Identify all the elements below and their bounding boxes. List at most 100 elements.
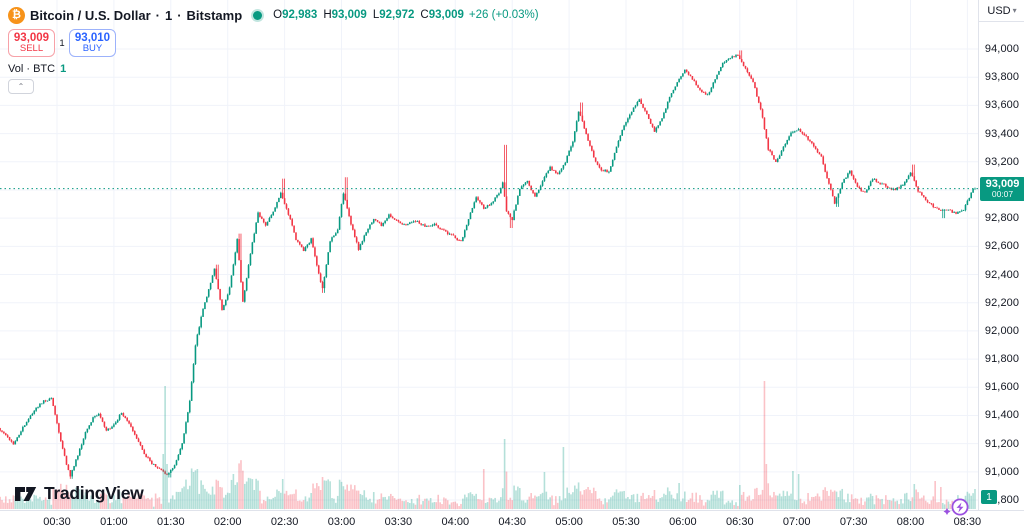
volume-bar: [788, 495, 790, 509]
candle-body: [22, 426, 24, 432]
candle-body: [716, 74, 718, 80]
candle-body: [786, 140, 789, 144]
volume-bar: [651, 495, 654, 509]
candle-body: [670, 93, 673, 98]
candle-body: [843, 178, 845, 183]
interval-label[interactable]: 1: [164, 7, 173, 23]
volume-bar: [405, 500, 407, 509]
volume-bar: [173, 499, 176, 509]
volume-bar: [904, 493, 906, 509]
chart-plot-area[interactable]: [0, 0, 978, 510]
candle-body: [202, 308, 204, 317]
candle-body: [718, 71, 720, 75]
volume-bar: [602, 504, 605, 509]
volume-bar: [666, 487, 669, 509]
candle-body: [471, 207, 474, 213]
candle-body: [50, 397, 53, 399]
currency-selector[interactable]: USD ▾: [979, 0, 1024, 22]
candle-body: [215, 268, 218, 280]
candle-body: [397, 219, 400, 222]
volume-bar: [807, 493, 809, 509]
candle-body: [657, 125, 660, 128]
volume-bar: [498, 500, 500, 509]
candle-body: [826, 171, 828, 179]
candle-body: [266, 221, 269, 226]
volume-bar: [61, 489, 64, 509]
candle-body: [655, 127, 658, 132]
sell-button[interactable]: 93,009 SELL: [8, 29, 55, 57]
candle-body: [602, 170, 605, 172]
candle-body: [592, 150, 595, 158]
quick-trade-lightning-icon[interactable]: [941, 497, 971, 519]
candle-body: [885, 183, 887, 187]
candle-body: [919, 191, 921, 193]
candle-body: [168, 472, 170, 475]
spread-value: 1: [59, 37, 65, 49]
volume-bar: [712, 490, 715, 509]
candle-body: [268, 217, 271, 222]
volume-bar: [50, 504, 53, 509]
candle-body: [583, 121, 586, 129]
candle-body: [795, 130, 798, 132]
candle-body: [335, 233, 337, 236]
volume-bar: [860, 497, 862, 509]
candle-body: [911, 172, 914, 177]
volume-bar: [403, 501, 405, 509]
time-axis-label: 00:30: [43, 516, 71, 528]
volume-bar: [207, 493, 210, 509]
volume-bar: [572, 492, 574, 509]
candle-body: [737, 55, 739, 56]
candle-body: [649, 118, 652, 124]
candle-body: [824, 164, 826, 172]
candle-body: [720, 67, 722, 72]
volume-bar: [164, 386, 166, 509]
candle-body: [194, 345, 197, 365]
time-axis[interactable]: 00:30 01:00 01:30 02:00 02:30 03:00 03:30 04:00…: [0, 510, 1024, 532]
collapse-legend-button[interactable]: ⌃: [8, 79, 34, 94]
candle-body: [357, 242, 360, 250]
candle-body: [888, 187, 891, 189]
volume-bar: [644, 499, 646, 509]
volume-bar: [752, 499, 754, 509]
volume-bar: [196, 469, 199, 509]
time-axis-label: 06:30: [726, 516, 754, 528]
time-axis-label: 07:30: [839, 516, 868, 528]
volume-bar: [99, 493, 102, 509]
volume-bar: [746, 496, 749, 509]
volume-bar: [234, 484, 237, 509]
candle-body: [473, 202, 476, 208]
candle-body: [524, 182, 527, 185]
volume-bar: [462, 498, 464, 509]
volume-bar: [156, 498, 159, 509]
volume-bar: [355, 490, 358, 509]
buy-button[interactable]: 93,010 BUY: [69, 29, 116, 57]
candle-body: [353, 229, 356, 238]
volume-bar: [714, 494, 716, 509]
candle-body: [492, 201, 495, 204]
volume-bar: [346, 484, 348, 509]
volume-bar: [898, 504, 900, 509]
candle-body: [225, 299, 227, 306]
candle-body: [207, 289, 210, 297]
candle-body: [352, 224, 354, 230]
price-axis[interactable]: USD ▾ 93,009 00:07 1 94,000 93,800 93,600 9…: [978, 0, 1024, 527]
candle-body: [932, 204, 935, 208]
volume-bar: [211, 486, 214, 509]
tradingview-logo[interactable]: TradingView: [14, 483, 144, 504]
volume-bar: [124, 498, 127, 509]
volume-bar: [391, 496, 394, 509]
exchange-label[interactable]: Bitstamp: [186, 7, 243, 23]
volume-bar: [795, 500, 798, 509]
volume-bar: [382, 497, 385, 509]
volume-bar: [274, 496, 276, 509]
volume-bar: [393, 498, 396, 509]
candle-body: [503, 182, 506, 197]
candle-body: [517, 195, 519, 205]
volume-bar: [14, 495, 17, 509]
candle-body: [775, 159, 777, 162]
symbol-title[interactable]: Bitcoin / U.S. Dollar: [30, 7, 151, 23]
volume-bar: [450, 502, 453, 509]
candle-body: [126, 418, 128, 421]
volume-bar: [276, 489, 278, 509]
